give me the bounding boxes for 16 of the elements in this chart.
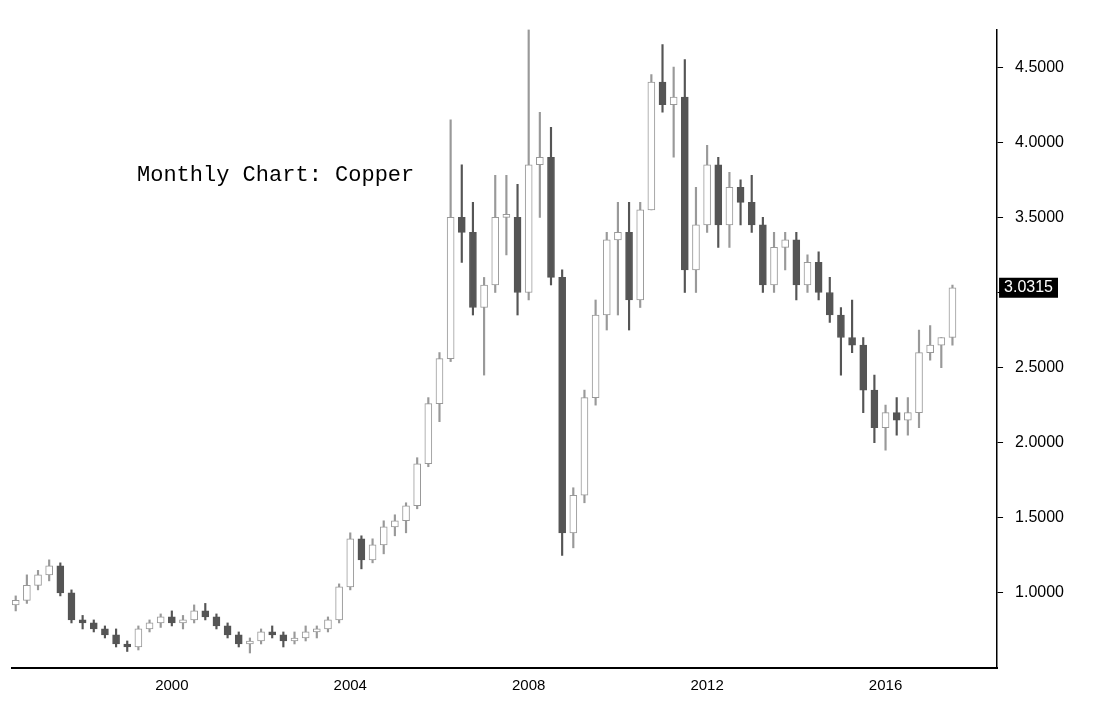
x-tick-label: 2012	[690, 676, 724, 694]
candlestick	[881, 404, 890, 451]
y-tick-label: 3.5000	[1015, 207, 1065, 225]
candlestick	[736, 179, 745, 226]
y-tick-label: 1.0000	[1015, 583, 1065, 601]
y-tick-label: 2.0000	[1015, 433, 1065, 451]
x-tick-label: 2008	[512, 676, 546, 694]
x-tick-label: 2016	[868, 676, 903, 694]
y-tick-label: 4.0000	[1015, 132, 1065, 150]
text: Monthly Chart: Copper	[137, 163, 415, 189]
y-tick-label: 1.5000	[1015, 508, 1065, 526]
x-tick-label: 2000	[155, 676, 189, 694]
text: 3.0315	[1004, 278, 1054, 296]
y-tick-label: 2.5000	[1015, 357, 1065, 375]
x-tick-label: 2004	[333, 676, 367, 694]
y-tick-label: 4.5000	[1015, 57, 1065, 75]
